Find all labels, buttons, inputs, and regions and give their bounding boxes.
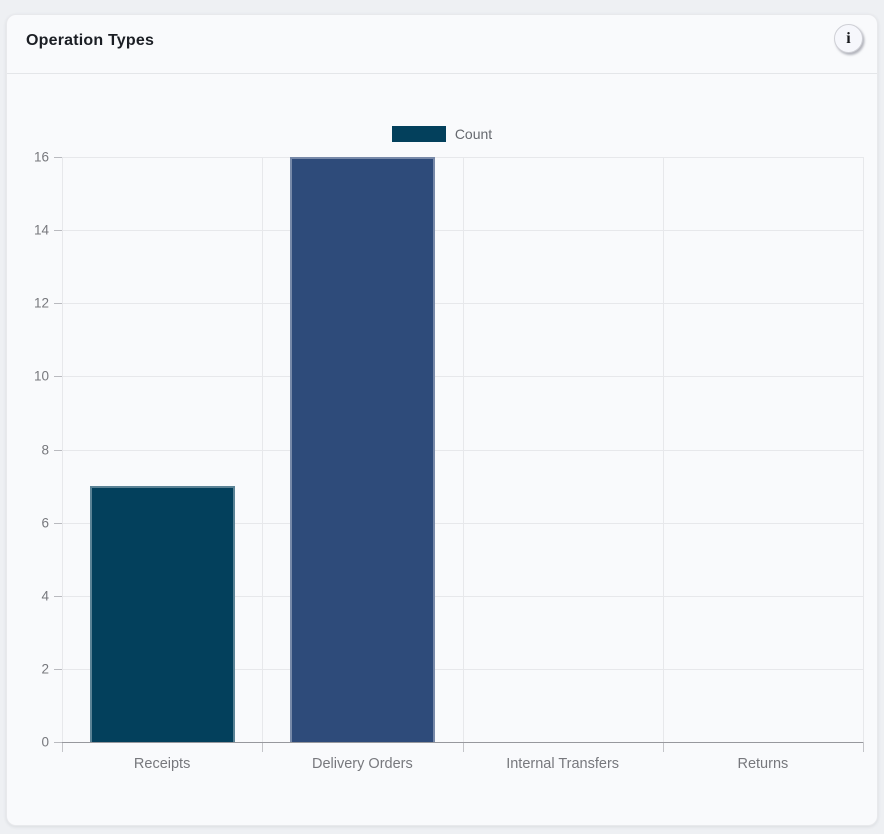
x-axis-line bbox=[62, 742, 863, 743]
y-tick-14 bbox=[54, 230, 62, 232]
gridline-x-1 bbox=[262, 157, 264, 742]
bar-delivery-orders[interactable] bbox=[289, 157, 435, 742]
legend-swatch bbox=[391, 126, 446, 142]
y-tick-label: 4 bbox=[41, 588, 49, 604]
x-category-label: Internal Transfers bbox=[506, 756, 620, 772]
chart-legend[interactable]: Count bbox=[7, 126, 877, 142]
x-tick-3 bbox=[662, 742, 664, 752]
y-tick-label: 16 bbox=[33, 149, 49, 165]
y-tick-label: 12 bbox=[33, 295, 49, 311]
y-tick-label: 10 bbox=[33, 368, 49, 384]
operation-types-card: Operation Types i Count 0 2 4 6 8 10 12 14 16 Rec… bbox=[6, 14, 878, 826]
y-tick-12 bbox=[54, 303, 62, 305]
page-title: Operation Types bbox=[26, 32, 155, 49]
y-tick-4 bbox=[54, 595, 62, 597]
info-icon: i bbox=[846, 29, 851, 47]
card-header: Operation Types bbox=[7, 15, 877, 74]
x-category-label: Receipts bbox=[133, 756, 191, 772]
info-button[interactable]: i bbox=[834, 24, 863, 53]
y-tick-label: 14 bbox=[33, 222, 49, 238]
y-tick-label: 2 bbox=[41, 661, 49, 677]
y-tick-6 bbox=[54, 522, 62, 524]
y-axis-line bbox=[62, 157, 63, 742]
x-category-label: Delivery Orders bbox=[312, 756, 413, 772]
gridline-x-2 bbox=[462, 157, 464, 742]
y-tick-label: 0 bbox=[41, 734, 49, 750]
y-tick-label: 6 bbox=[41, 515, 49, 531]
x-tick-4 bbox=[863, 742, 864, 752]
x-tick-1 bbox=[262, 742, 264, 752]
y-tick-8 bbox=[54, 449, 62, 451]
y-tick-16 bbox=[54, 157, 62, 158]
x-category-label: Returns bbox=[737, 756, 789, 772]
legend-label: Count bbox=[454, 126, 493, 142]
x-tick-2 bbox=[462, 742, 464, 752]
plot-area: 0 2 4 6 8 10 12 14 16 Receipts Delivery Orders Inte… bbox=[34, 150, 864, 772]
y-tick-label: 8 bbox=[41, 442, 49, 457]
y-tick-0 bbox=[54, 742, 62, 743]
gridline-x-3 bbox=[662, 157, 664, 742]
y-tick-10 bbox=[54, 376, 62, 378]
x-tick-0 bbox=[62, 742, 63, 752]
bar-receipts[interactable] bbox=[89, 486, 235, 742]
y-tick-2 bbox=[54, 668, 62, 670]
gridline-x-4 bbox=[863, 157, 864, 742]
